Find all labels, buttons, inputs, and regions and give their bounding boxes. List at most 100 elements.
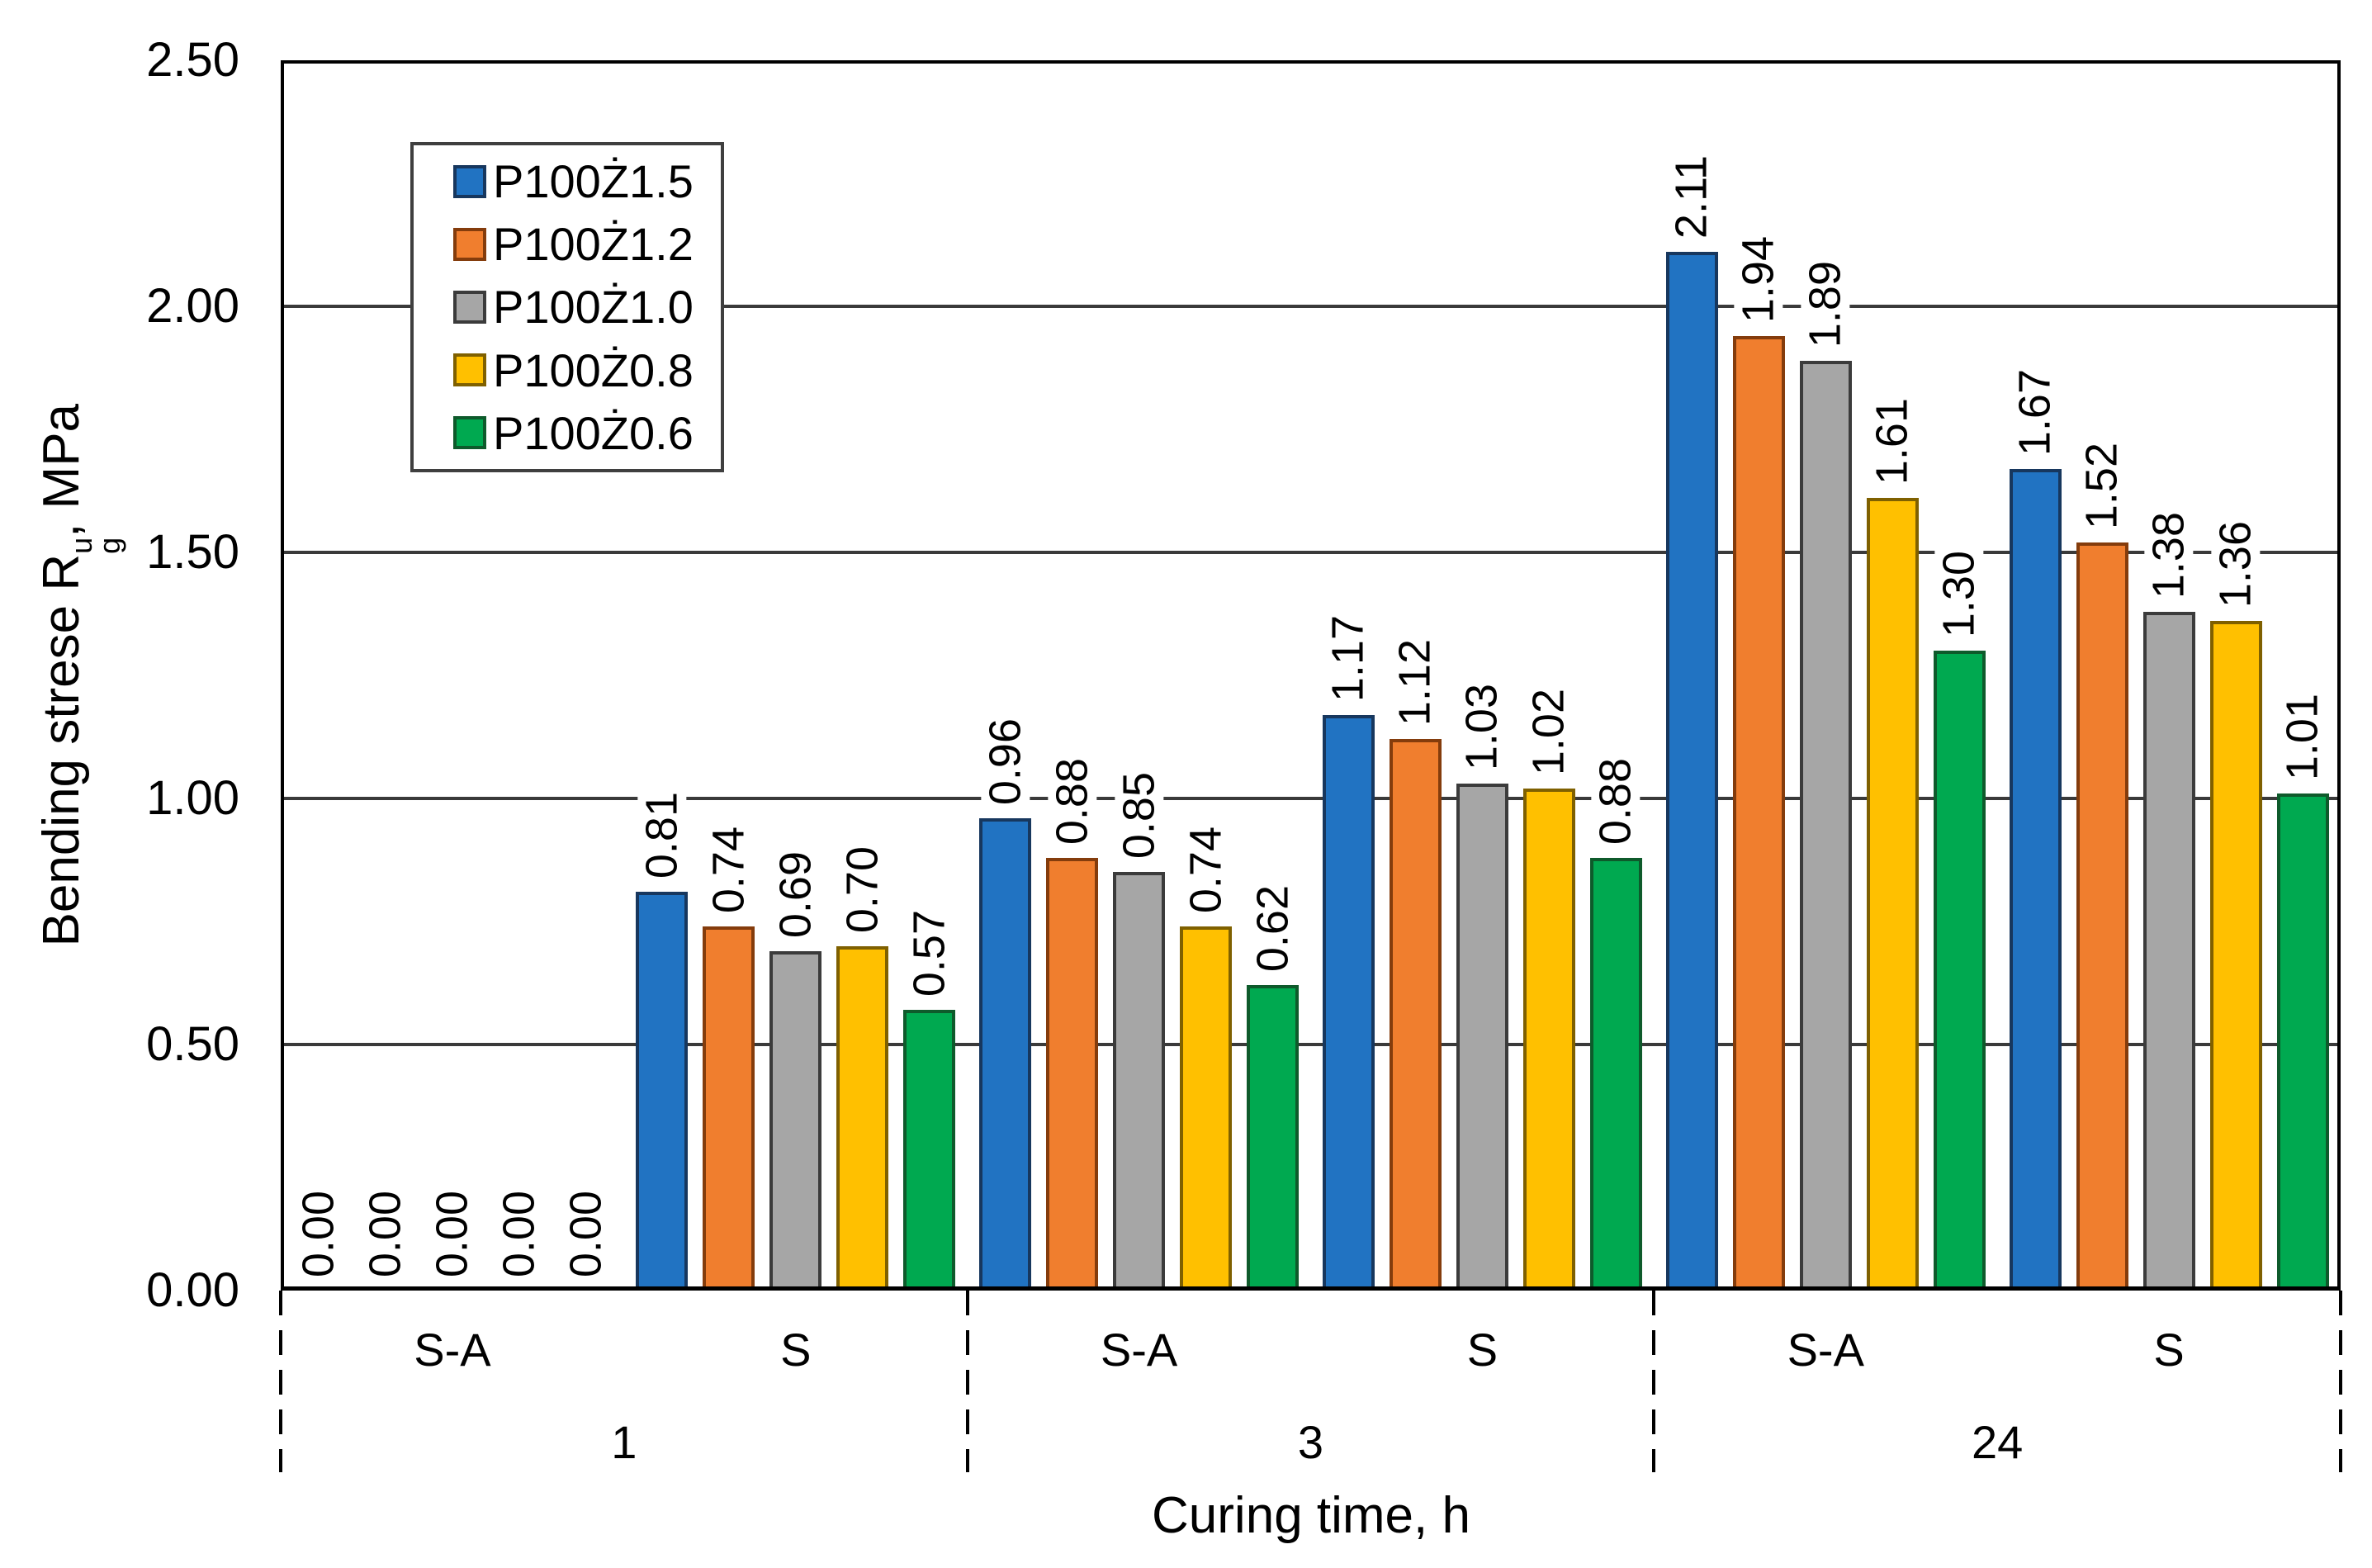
- bar-value-label: 0.00: [294, 1185, 343, 1282]
- bar-P100Ż1.2: [1046, 858, 1099, 1291]
- legend-swatch-icon: [453, 353, 486, 387]
- bar-column: 1.67: [2009, 60, 2062, 1291]
- legend-item: P100Ż0.8: [453, 343, 721, 397]
- bar-P100Ż1.5: [2009, 469, 2062, 1291]
- bar-column: 1.30: [1933, 60, 1986, 1291]
- legend-swatch-icon: [453, 416, 486, 450]
- gridline: [284, 1043, 2337, 1046]
- bar-P100Ż0.6: [1247, 985, 1300, 1291]
- bar-column: 1.03: [1456, 60, 1508, 1291]
- bar-value-label: 1.38: [2144, 506, 2194, 604]
- bar-value-label: 1.03: [1457, 678, 1507, 775]
- legend-swatch-icon: [453, 290, 486, 324]
- bar-column: 0.00: [292, 60, 344, 1291]
- bar-value-label: 0.57: [904, 904, 954, 1002]
- bar-column: 0.62: [1247, 60, 1300, 1291]
- legend-label: P100Ż1.5: [493, 155, 694, 208]
- y-tick-label: 0.00: [146, 1263, 239, 1317]
- group-separator: [2339, 1291, 2342, 1472]
- subgroup-label: S-A: [414, 1324, 491, 1376]
- gridline: [284, 797, 2337, 800]
- bar-value-label: 0.88: [1591, 752, 1641, 850]
- bar-column: 1.17: [1322, 60, 1375, 1291]
- bar-subgroup: 2.11 1.94 1.89 1.61 1.30: [1654, 60, 1997, 1291]
- y-tick-label: 0.50: [146, 1017, 239, 1071]
- bar-column: 0.88: [1046, 60, 1099, 1291]
- legend-item: P100Ż1.0: [453, 280, 721, 334]
- bar-subgroup: 1.17 1.12 1.03 1.02 0.88: [1311, 60, 1655, 1291]
- legend: P100Ż1.5 P100Ż1.2 P100Ż1.0 P100Ż0.8 P100Ż0.6: [410, 142, 724, 472]
- group-label: 24: [1972, 1416, 2024, 1468]
- bar-value-label: 0.69: [770, 846, 820, 943]
- bar-column: 1.12: [1389, 60, 1442, 1291]
- y-tick-label: 2.50: [146, 33, 239, 87]
- subgroup-label: S: [1466, 1324, 1498, 1376]
- bar-subgroup: 0.81 0.74 0.69 0.70 0.57: [624, 60, 968, 1291]
- bar-value-label: 2.11: [1667, 149, 1716, 244]
- bar-P100Ż0.8: [2209, 621, 2262, 1291]
- bar-value-label: 0.00: [428, 1185, 477, 1282]
- bar-value-label: 1.17: [1323, 609, 1373, 707]
- bar-P100Ż1.5: [979, 818, 1032, 1291]
- group-separator: [965, 1291, 969, 1472]
- bar-value-label: 1.02: [1524, 683, 1574, 780]
- bar-column: 1.38: [2142, 60, 2195, 1291]
- bar-column: 1.02: [1522, 60, 1575, 1291]
- subgroup-label: S: [2153, 1324, 2185, 1376]
- legend-item: P100Ż1.2: [453, 217, 721, 271]
- bar-value-label: 0.62: [1248, 879, 1297, 977]
- bar-subgroup: 1.67 1.52 1.38 1.36 1.01: [1997, 60, 2341, 1291]
- legend-label: P100Ż1.0: [493, 281, 694, 334]
- bar-P100Ż0.8: [1180, 926, 1233, 1291]
- bar-column: 0.57: [903, 60, 956, 1291]
- bar-value-label: 1.61: [1868, 392, 1917, 490]
- bar-value-label: 1.67: [2010, 363, 2060, 461]
- bar-column: 0.70: [836, 60, 889, 1291]
- bar-P100Ż1.2: [2076, 542, 2128, 1291]
- legend-swatch-icon: [453, 164, 486, 198]
- bar-P100Ż0.6: [1933, 651, 1986, 1291]
- bar-column: 1.94: [1732, 60, 1785, 1291]
- legend-swatch-icon: [453, 227, 486, 261]
- bar-value-label: 1.36: [2211, 515, 2261, 613]
- legend-label: P100Ż0.8: [493, 343, 694, 396]
- subgroup-label: S: [780, 1324, 812, 1376]
- y-tick-label: 1.50: [146, 525, 239, 579]
- bar-P100Ż0.6: [903, 1010, 956, 1291]
- bar-column: 1.01: [2276, 60, 2329, 1291]
- bar-value-label: 1.52: [2077, 437, 2127, 534]
- bar-value-label: 0.00: [561, 1185, 611, 1282]
- bar-P100Ż0.8: [1866, 498, 1919, 1291]
- bar-P100Ż1.5: [1665, 252, 1718, 1291]
- bar-P100Ż1.2: [1732, 336, 1785, 1291]
- bar-P100Ż1.0: [769, 951, 822, 1291]
- bar-P100Ż0.6: [2276, 793, 2329, 1291]
- subgroup-label: S-A: [1100, 1324, 1178, 1376]
- legend-label: P100Ż0.6: [493, 406, 694, 459]
- subgroup-label: S-A: [1787, 1324, 1864, 1376]
- bar-P100Ż0.8: [836, 946, 889, 1291]
- bar-P100Ż1.0: [1113, 872, 1166, 1291]
- bar-column: 0.88: [1589, 60, 1642, 1291]
- bar-column: 2.11: [1665, 60, 1718, 1291]
- bar-P100Ż1.0: [1799, 361, 1852, 1291]
- bar-column: 0.96: [979, 60, 1032, 1291]
- bar-P100Ż1.5: [636, 892, 689, 1291]
- bar-column: 0.74: [703, 60, 755, 1291]
- bar-value-label: 1.01: [2278, 688, 2327, 785]
- x-axis-title: Curing time, h: [1152, 1487, 1470, 1544]
- bar-P100Ż1.2: [1389, 739, 1442, 1291]
- bar-column: 1.61: [1866, 60, 1919, 1291]
- bar-value-label: 1.94: [1734, 230, 1783, 328]
- y-tick-label: 1.00: [146, 771, 239, 825]
- group-label: 1: [611, 1416, 637, 1468]
- bar-value-label: 0.96: [980, 713, 1030, 810]
- bar-P100Ż1.2: [703, 926, 755, 1291]
- bar-value-label: 0.74: [1181, 821, 1230, 918]
- bar-value-label: 0.85: [1114, 766, 1163, 864]
- group-separator: [1652, 1291, 1656, 1472]
- bar-value-label: 0.00: [495, 1185, 544, 1282]
